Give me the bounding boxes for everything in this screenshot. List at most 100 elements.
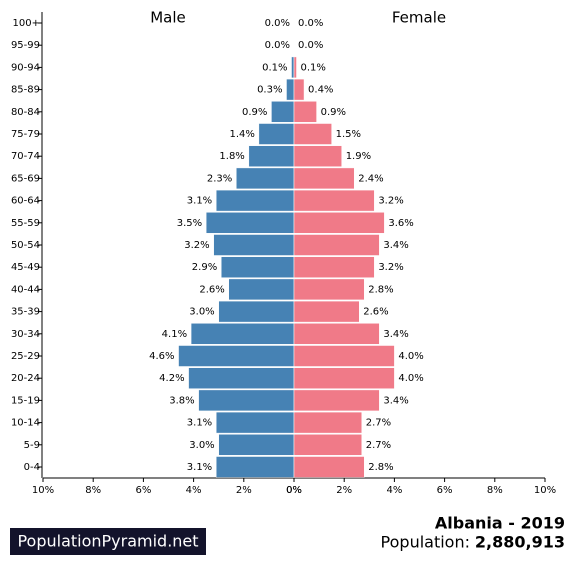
male-bar <box>236 167 295 190</box>
female-bar <box>293 278 365 301</box>
value-label: 2.7% <box>366 418 391 429</box>
y-tick-label: 0-4 <box>24 462 40 473</box>
female-bar <box>293 212 385 234</box>
y-tick-label: 30-34 <box>11 329 40 340</box>
male-bar <box>286 78 295 101</box>
y-tick-label: 10-14 <box>11 418 40 429</box>
value-label: 0.0% <box>265 18 290 29</box>
value-label: 0.4% <box>308 85 333 96</box>
value-label: 3.0% <box>189 307 214 318</box>
value-label: 0.9% <box>242 107 267 118</box>
y-tick-label: 95-99 <box>11 40 40 51</box>
male-bar <box>291 56 295 79</box>
value-label: 2.8% <box>368 462 393 473</box>
y-tick-label: 85-89 <box>11 85 40 96</box>
male-bar <box>220 256 295 278</box>
value-label: 2.4% <box>358 173 383 184</box>
y-tick-label: 60-64 <box>11 196 40 207</box>
value-label: 1.4% <box>229 129 254 140</box>
value-label: 0.0% <box>265 40 290 51</box>
value-label: 3.4% <box>383 240 408 251</box>
x-tick-label: 8% <box>85 485 101 496</box>
x-tick-label: 4% <box>186 485 202 496</box>
female-bar <box>293 411 363 434</box>
male-bar <box>248 145 295 167</box>
value-label: 4.0% <box>398 351 423 362</box>
value-label: 3.4% <box>383 395 408 406</box>
female-bar <box>293 434 363 456</box>
female-bar <box>293 389 380 412</box>
value-label: 3.1% <box>187 196 212 207</box>
value-label: 2.9% <box>192 262 217 273</box>
value-label: 1.5% <box>336 129 361 140</box>
value-label: 2.6% <box>199 284 224 295</box>
female-bar <box>293 300 360 323</box>
value-label: 2.7% <box>366 440 391 451</box>
female-bar <box>293 323 380 345</box>
male-bar <box>228 278 295 301</box>
y-tick-label: 55-59 <box>11 218 40 229</box>
y-tick-label: 15-19 <box>11 395 40 406</box>
value-label: 1.8% <box>219 151 244 162</box>
y-tick-label: 90-94 <box>11 62 40 73</box>
value-label: 3.1% <box>187 418 212 429</box>
y-tick-label: 80-84 <box>11 107 40 118</box>
female-bar <box>293 456 365 478</box>
female-bar <box>293 78 305 101</box>
value-label: 4.2% <box>159 373 184 384</box>
male-bar <box>215 456 295 478</box>
title: Albania - 2019 <box>435 514 565 533</box>
value-label: 3.5% <box>177 218 202 229</box>
value-label: 0.9% <box>321 107 346 118</box>
female-header: Female <box>392 9 446 27</box>
y-tick-label: 75-79 <box>11 129 40 140</box>
value-label: 0.0% <box>298 18 323 29</box>
population-label: Population: <box>381 533 470 552</box>
x-tick-label: 0% <box>286 485 302 496</box>
value-label: 4.1% <box>162 329 187 340</box>
value-label: 4.0% <box>398 373 423 384</box>
brand-box <box>10 528 206 555</box>
male-bar <box>178 345 295 367</box>
male-bar <box>213 234 295 256</box>
value-label: 3.6% <box>388 218 413 229</box>
y-tick-label: 25-29 <box>11 351 40 362</box>
population: 2,880,913 <box>475 533 565 552</box>
female-bar <box>293 101 317 123</box>
value-label: 3.8% <box>169 395 194 406</box>
y-tick-label: 5-9 <box>24 440 40 451</box>
male-bar <box>258 123 295 145</box>
value-label: 3.1% <box>187 462 212 473</box>
value-label: 3.2% <box>378 196 403 207</box>
female-bar <box>293 189 375 212</box>
male-bar <box>190 323 295 345</box>
x-tick-label: 10% <box>534 485 556 496</box>
value-label: 1.9% <box>346 151 371 162</box>
male-bar <box>205 212 295 234</box>
y-tick-label: 40-44 <box>11 284 40 295</box>
female-bar <box>293 345 395 367</box>
value-label: 3.2% <box>378 262 403 273</box>
value-label: 0.0% <box>298 40 323 51</box>
male-bar <box>188 367 295 389</box>
y-tick-label: 35-39 <box>11 307 40 318</box>
x-tick-label: 4% <box>386 485 402 496</box>
male-bar <box>215 411 295 434</box>
male-bar <box>198 389 295 412</box>
y-tick-label: 100+ <box>13 18 40 29</box>
value-label: 2.3% <box>207 173 232 184</box>
y-tick-label: 20-24 <box>11 373 40 384</box>
female-bar <box>293 167 355 190</box>
x-tick-label: 2% <box>236 485 252 496</box>
male-bar <box>271 101 295 123</box>
male-header: Male <box>150 9 186 27</box>
y-tick-label: 45-49 <box>11 262 40 273</box>
x-tick-label: 0% <box>286 485 302 496</box>
value-label: 2.6% <box>363 307 388 318</box>
female-bar <box>293 234 380 256</box>
female-bar <box>293 367 395 389</box>
value-label: 4.6% <box>149 351 174 362</box>
value-label: 0.1% <box>262 62 287 73</box>
value-label: 0.3% <box>257 85 282 96</box>
value-label: 3.4% <box>383 329 408 340</box>
